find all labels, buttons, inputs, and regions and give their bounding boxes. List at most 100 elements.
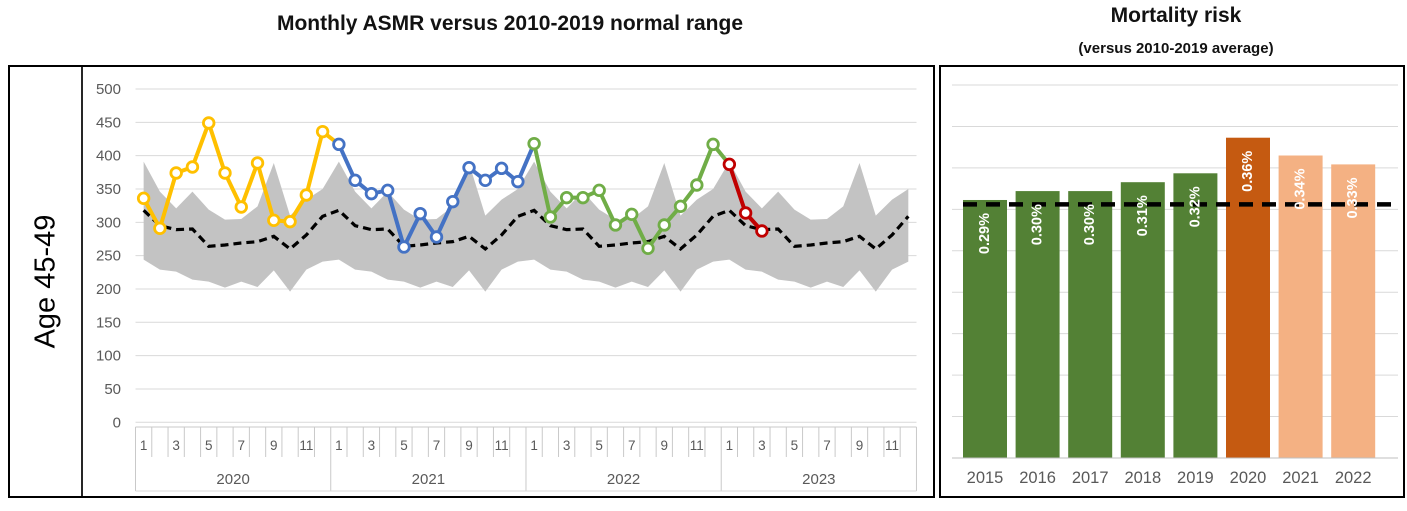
data-marker-2022	[673, 199, 688, 214]
data-marker-2021	[462, 160, 476, 175]
data-marker-2022	[543, 210, 558, 224]
data-marker-2020	[136, 191, 151, 206]
axis-label: 350	[96, 181, 121, 198]
axis-label: 3	[368, 438, 376, 453]
data-marker-2021	[429, 230, 444, 244]
axis-label: 3	[758, 438, 766, 453]
axis-label: 5	[205, 438, 213, 453]
age-group-strip: Age 45-49	[10, 67, 83, 496]
data-marker-2022	[559, 190, 574, 205]
right-chart-subtitle: (versus 2010-2019 average)	[1078, 40, 1274, 57]
axis-label: 2021	[1282, 469, 1319, 487]
average-dashed-line	[142, 208, 910, 252]
axis-label: 2019	[1177, 469, 1214, 487]
axis-label: 2021	[412, 471, 445, 488]
data-marker-2021	[511, 174, 525, 189]
axis-label: 7	[628, 438, 636, 453]
axis-label: 1	[530, 438, 538, 453]
axis-label: 11	[885, 438, 899, 453]
axis-label: 5	[595, 438, 603, 453]
axis-label: 150	[96, 314, 121, 331]
data-marker-2022	[608, 218, 623, 232]
axis-label: 1	[140, 438, 148, 453]
data-marker-2020	[153, 221, 167, 236]
axis-label: 5	[791, 438, 799, 453]
bar-2022	[1331, 164, 1376, 459]
bar-value-label: 0.36%	[1240, 151, 1256, 192]
axis-label: 9	[270, 438, 278, 453]
left-chart-title: Monthly ASMR versus 2010-2019 normal ran…	[276, 12, 744, 35]
axis-label: 9	[856, 438, 864, 453]
data-marker-2020	[315, 124, 330, 139]
axis-label: 2017	[1072, 469, 1109, 487]
axis-label: 450	[96, 114, 121, 131]
axis-label: 3	[563, 438, 571, 453]
data-marker-2022	[706, 137, 720, 152]
data-marker-2022	[690, 178, 704, 192]
data-marker-2022	[657, 218, 671, 232]
axis-label: 7	[823, 438, 831, 453]
data-marker-2023	[722, 157, 737, 172]
data-marker-2020	[299, 188, 314, 202]
data-marker-2023	[738, 206, 753, 220]
axis-label: 2018	[1124, 469, 1161, 487]
data-marker-2020	[185, 160, 200, 174]
data-marker-2020	[234, 200, 248, 214]
data-marker-2021	[380, 183, 395, 198]
axis-label: 9	[465, 438, 473, 453]
axis-label: 400	[96, 148, 121, 165]
bar-2018	[1120, 182, 1165, 458]
data-marker-2020	[250, 156, 265, 170]
axis-label: 2020	[216, 471, 249, 488]
axis-label: 11	[299, 438, 313, 453]
bar-2015	[963, 199, 1007, 458]
axis-label: 1	[335, 438, 343, 453]
axis-label: 2022	[607, 471, 640, 488]
axis-label: 2015	[967, 469, 1004, 487]
axis-label: 7	[237, 438, 245, 453]
data-marker-2021	[364, 186, 379, 201]
axis-label: 50	[104, 381, 121, 398]
bar-value-label: 0.30%	[1082, 204, 1098, 245]
bar-2016	[1015, 191, 1060, 458]
axis-label: 1	[726, 438, 734, 453]
axis-label: 7	[433, 438, 441, 453]
normal-range-band	[143, 161, 909, 292]
bar-value-label: 0.29%	[977, 213, 993, 254]
data-marker-2020	[218, 166, 232, 180]
axis-label: 2016	[1019, 469, 1056, 487]
data-marker-2020	[267, 213, 281, 228]
data-marker-2022	[576, 190, 590, 205]
bar-value-label: 0.32%	[1187, 186, 1203, 227]
axis-label: 9	[661, 438, 669, 453]
data-marker-2021	[397, 240, 411, 254]
left-panel-border	[8, 65, 935, 498]
data-marker-2021	[478, 173, 493, 188]
bar-2019	[1173, 173, 1218, 458]
axis-label: 2020	[1230, 469, 1267, 487]
data-marker-2021	[332, 137, 346, 152]
bar-value-label: 0.30%	[1030, 204, 1046, 245]
data-marker-2023	[755, 224, 769, 238]
data-marker-2020	[169, 166, 183, 180]
axis-label: 0	[113, 414, 121, 431]
data-marker-2020	[202, 116, 216, 130]
data-marker-2021	[413, 206, 427, 221]
bar-2020	[1226, 137, 1270, 458]
data-marker-2022	[527, 136, 541, 151]
axis-label: 200	[96, 281, 121, 298]
axis-label: 5	[400, 438, 408, 453]
data-marker-2021	[446, 194, 460, 209]
bar-value-label: 0.31%	[1135, 195, 1151, 236]
axis-label: 11	[495, 438, 509, 453]
axis-label: 500	[96, 81, 121, 98]
bar-value-label: 0.33%	[1345, 177, 1361, 218]
right-chart-title: Mortality risk	[1110, 4, 1242, 27]
data-marker-2021	[348, 173, 362, 188]
bar-2017	[1068, 191, 1113, 458]
data-marker-2022	[641, 241, 655, 256]
axis-label: 300	[96, 214, 121, 231]
axis-label: 2022	[1335, 469, 1372, 487]
